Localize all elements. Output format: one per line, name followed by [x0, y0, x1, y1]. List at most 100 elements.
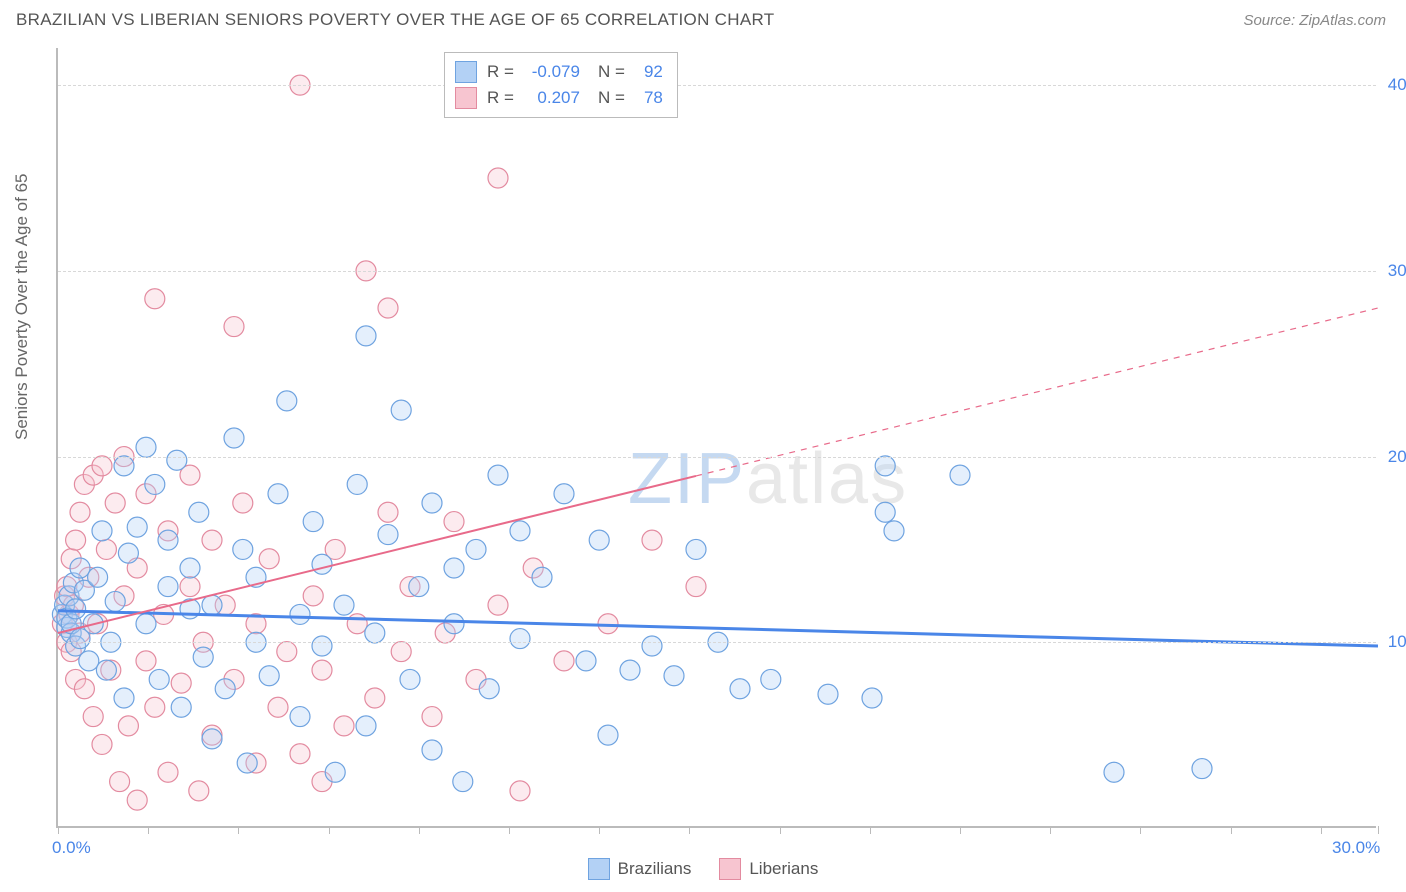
data-point — [290, 744, 310, 764]
x-tick — [780, 826, 781, 834]
data-point — [259, 549, 279, 569]
x-tick — [1321, 826, 1322, 834]
data-point — [66, 530, 86, 550]
data-point — [202, 595, 222, 615]
data-point — [422, 707, 442, 727]
data-point — [598, 725, 618, 745]
data-point — [83, 707, 103, 727]
data-point — [875, 456, 895, 476]
data-point — [136, 651, 156, 671]
x-tick-label: 30.0% — [1332, 838, 1380, 858]
data-point — [114, 688, 134, 708]
data-point — [303, 586, 323, 606]
data-point — [158, 577, 178, 597]
data-point — [400, 669, 420, 689]
x-tick — [1050, 826, 1051, 834]
r-value: 0.207 — [524, 88, 580, 108]
x-tick-label: 0.0% — [52, 838, 91, 858]
x-tick — [58, 826, 59, 834]
data-point — [1104, 762, 1124, 782]
y-tick-label: 10.0% — [1388, 632, 1406, 652]
data-point — [105, 493, 125, 513]
data-point — [642, 530, 662, 550]
data-point — [268, 697, 288, 717]
data-point — [554, 484, 574, 504]
data-point — [598, 614, 618, 634]
data-point — [391, 642, 411, 662]
data-point — [171, 697, 191, 717]
x-tick — [599, 826, 600, 834]
n-label: N = — [598, 62, 625, 82]
data-point — [422, 740, 442, 760]
x-tick — [1231, 826, 1232, 834]
data-point — [409, 577, 429, 597]
data-point — [145, 697, 165, 717]
data-point — [277, 391, 297, 411]
data-point — [158, 762, 178, 782]
data-point — [730, 679, 750, 699]
gridline — [58, 85, 1376, 86]
data-point — [589, 530, 609, 550]
data-point — [105, 591, 125, 611]
data-point — [303, 512, 323, 532]
data-point — [145, 289, 165, 309]
y-tick-label: 30.0% — [1388, 261, 1406, 281]
data-point — [233, 539, 253, 559]
data-point — [70, 558, 90, 578]
data-point — [202, 530, 222, 550]
data-point — [277, 642, 297, 662]
y-axis-title: Seniors Poverty Over the Age of 65 — [12, 174, 32, 440]
data-point — [620, 660, 640, 680]
data-point — [189, 502, 209, 522]
data-point — [74, 679, 94, 699]
legend-label: Liberians — [749, 859, 818, 879]
x-tick — [689, 826, 690, 834]
data-point — [378, 502, 398, 522]
x-tick — [870, 826, 871, 834]
gridline — [58, 457, 1376, 458]
y-tick-label: 40.0% — [1388, 75, 1406, 95]
data-point — [145, 474, 165, 494]
data-point — [422, 493, 442, 513]
data-point — [92, 456, 112, 476]
gridline — [58, 271, 1376, 272]
data-point — [312, 554, 332, 574]
n-value: 92 — [635, 62, 663, 82]
data-point — [180, 577, 200, 597]
data-point — [136, 437, 156, 457]
x-tick — [419, 826, 420, 834]
data-point — [356, 716, 376, 736]
data-point — [158, 530, 178, 550]
chart-plot-area: ZIPatlas 10.0%20.0%30.0%40.0%0.0%30.0% — [56, 48, 1376, 828]
x-tick — [329, 826, 330, 834]
data-point — [818, 684, 838, 704]
data-point — [202, 729, 222, 749]
data-point — [118, 543, 138, 563]
data-point — [171, 673, 191, 693]
stats-legend-row: R =-0.079N =92 — [455, 59, 663, 85]
data-point — [686, 577, 706, 597]
x-tick — [960, 826, 961, 834]
data-point — [466, 539, 486, 559]
data-point — [189, 781, 209, 801]
x-tick — [1140, 826, 1141, 834]
series-legend: Brazilians Liberians — [0, 858, 1406, 880]
r-value: -0.079 — [524, 62, 580, 82]
data-point — [532, 567, 552, 587]
x-tick — [148, 826, 149, 834]
data-point — [862, 688, 882, 708]
data-point — [510, 781, 530, 801]
regression-line — [696, 308, 1378, 476]
data-point — [488, 595, 508, 615]
data-point — [79, 651, 99, 671]
data-point — [347, 614, 367, 634]
data-point — [686, 539, 706, 559]
data-point — [444, 614, 464, 634]
legend-item: Liberians — [719, 858, 818, 880]
data-point — [127, 790, 147, 810]
data-point — [110, 772, 130, 792]
legend-item: Brazilians — [588, 858, 692, 880]
data-point — [875, 502, 895, 522]
data-point — [378, 525, 398, 545]
stats-legend-row: R =0.207N =78 — [455, 85, 663, 111]
